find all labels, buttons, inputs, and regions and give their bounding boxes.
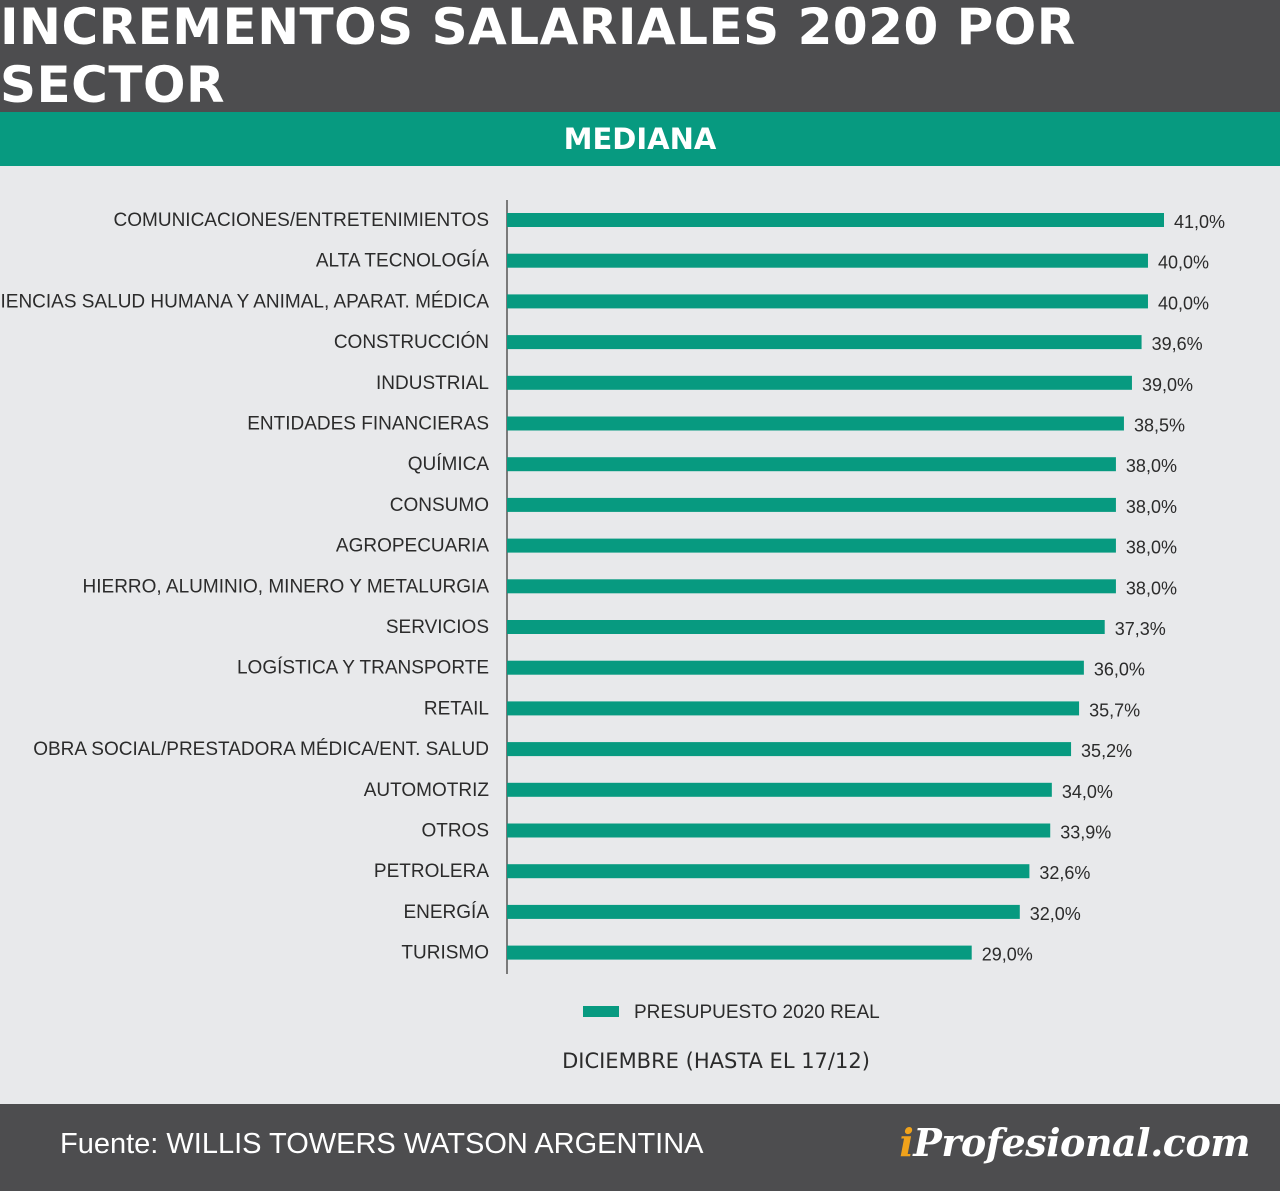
value-label: 38,5% (1134, 416, 1185, 436)
value-label: 38,0% (1126, 578, 1177, 598)
value-label: 38,0% (1126, 538, 1177, 558)
brand-logo: iProfesional.com (899, 1120, 1250, 1165)
bar (507, 538, 1116, 553)
bar (507, 416, 1124, 431)
category-label: AGROPECUARIA (336, 536, 489, 557)
bar (507, 294, 1148, 309)
category-label: AUTOMOTRIZ (364, 780, 490, 801)
category-label: ENERGÍA (403, 902, 489, 923)
category-label: SERVICIOS (386, 617, 489, 638)
value-label: 39,6% (1152, 334, 1203, 354)
category-label: QUÍMICA (408, 454, 490, 475)
category-label: RETAIL (424, 698, 489, 719)
bar-chart: COMUNICACIONES/ENTRETENIMIENTOS 41,0% ALTA… (0, 200, 1225, 1073)
value-label: 32,0% (1030, 904, 1081, 924)
bar (507, 213, 1164, 227)
category-label: CONSUMO (390, 495, 489, 516)
category-label: CONSTRUCCIÓN (334, 331, 489, 353)
bar (507, 253, 1148, 268)
category-label: ALTA TECNOLOGÍA (316, 251, 489, 272)
bar (507, 375, 1132, 390)
category-label: LOGÍSTICA Y TRANSPORTE (237, 658, 489, 679)
value-label: 36,0% (1094, 660, 1145, 680)
x-axis-label: DICIEMBRE (HASTA EL 17/12) (562, 1049, 870, 1073)
legend: PRESUPUESTO 2020 REAL (583, 1002, 880, 1023)
category-label: COMUNICACIONES/ENTRETENIMIENTOS (114, 210, 489, 231)
bar (507, 457, 1116, 472)
value-label: 37,3% (1115, 619, 1166, 639)
value-label: 38,0% (1126, 497, 1177, 517)
bars-group: COMUNICACIONES/ENTRETENIMIENTOS 41,0% ALTA… (0, 210, 1225, 965)
category-label: HIERRO, ALUMINIO, MINERO Y METALURGIA (83, 576, 490, 597)
chart-subtitle: MEDIANA (563, 122, 717, 156)
chart-subheader: MEDIANA (0, 112, 1280, 166)
category-label: INDUSTRIAL (376, 373, 489, 394)
chart-header: INCREMENTOS SALARIALES 2020 POR SECTOR (0, 0, 1280, 114)
brand-logo-rest: Profesional.com (913, 1120, 1250, 1165)
brand-logo-i: i (899, 1120, 914, 1165)
bar (507, 782, 1052, 797)
source-text: Fuente: WILLIS TOWERS WATSON ARGENTINA (60, 1128, 704, 1160)
category-label: OBRA SOCIAL/PRESTADORA MÉDICA/ENT. SALUD (33, 739, 489, 760)
bar (507, 864, 1030, 879)
chart-title: INCREMENTOS SALARIALES 2020 POR SECTOR (0, 0, 1076, 114)
category-label: CIENCIAS SALUD HUMANA Y ANIMAL, APARAT. … (0, 291, 489, 312)
category-label: OTROS (421, 821, 489, 842)
bar (507, 823, 1051, 838)
category-label: ENTIDADES FINANCIERAS (247, 414, 489, 435)
bar (507, 335, 1142, 350)
bar (507, 742, 1072, 757)
value-label: 39,0% (1142, 375, 1193, 395)
value-label: 34,0% (1062, 782, 1113, 802)
bar (507, 620, 1105, 634)
value-label: 35,2% (1081, 741, 1132, 761)
bar (507, 660, 1084, 675)
value-label: 33,9% (1060, 823, 1111, 843)
legend-label: PRESUPUESTO 2020 REAL (634, 1002, 880, 1023)
bar (507, 701, 1080, 716)
bar (507, 579, 1116, 594)
bar (507, 945, 972, 960)
value-label: 32,6% (1039, 863, 1090, 883)
category-label: PETROLERA (374, 861, 489, 882)
value-label: 29,0% (982, 945, 1033, 965)
bar (507, 904, 1020, 919)
footer: Fuente: WILLIS TOWERS WATSON ARGENTINA i… (0, 1104, 1280, 1191)
value-label: 38,0% (1126, 456, 1177, 476)
value-label: 40,0% (1158, 293, 1209, 313)
legend-swatch (583, 1006, 619, 1017)
value-label: 35,7% (1089, 700, 1140, 720)
value-label: 41,0% (1174, 212, 1225, 232)
value-label: 40,0% (1158, 253, 1209, 273)
category-label: TURISMO (401, 943, 489, 964)
bar (507, 497, 1116, 512)
